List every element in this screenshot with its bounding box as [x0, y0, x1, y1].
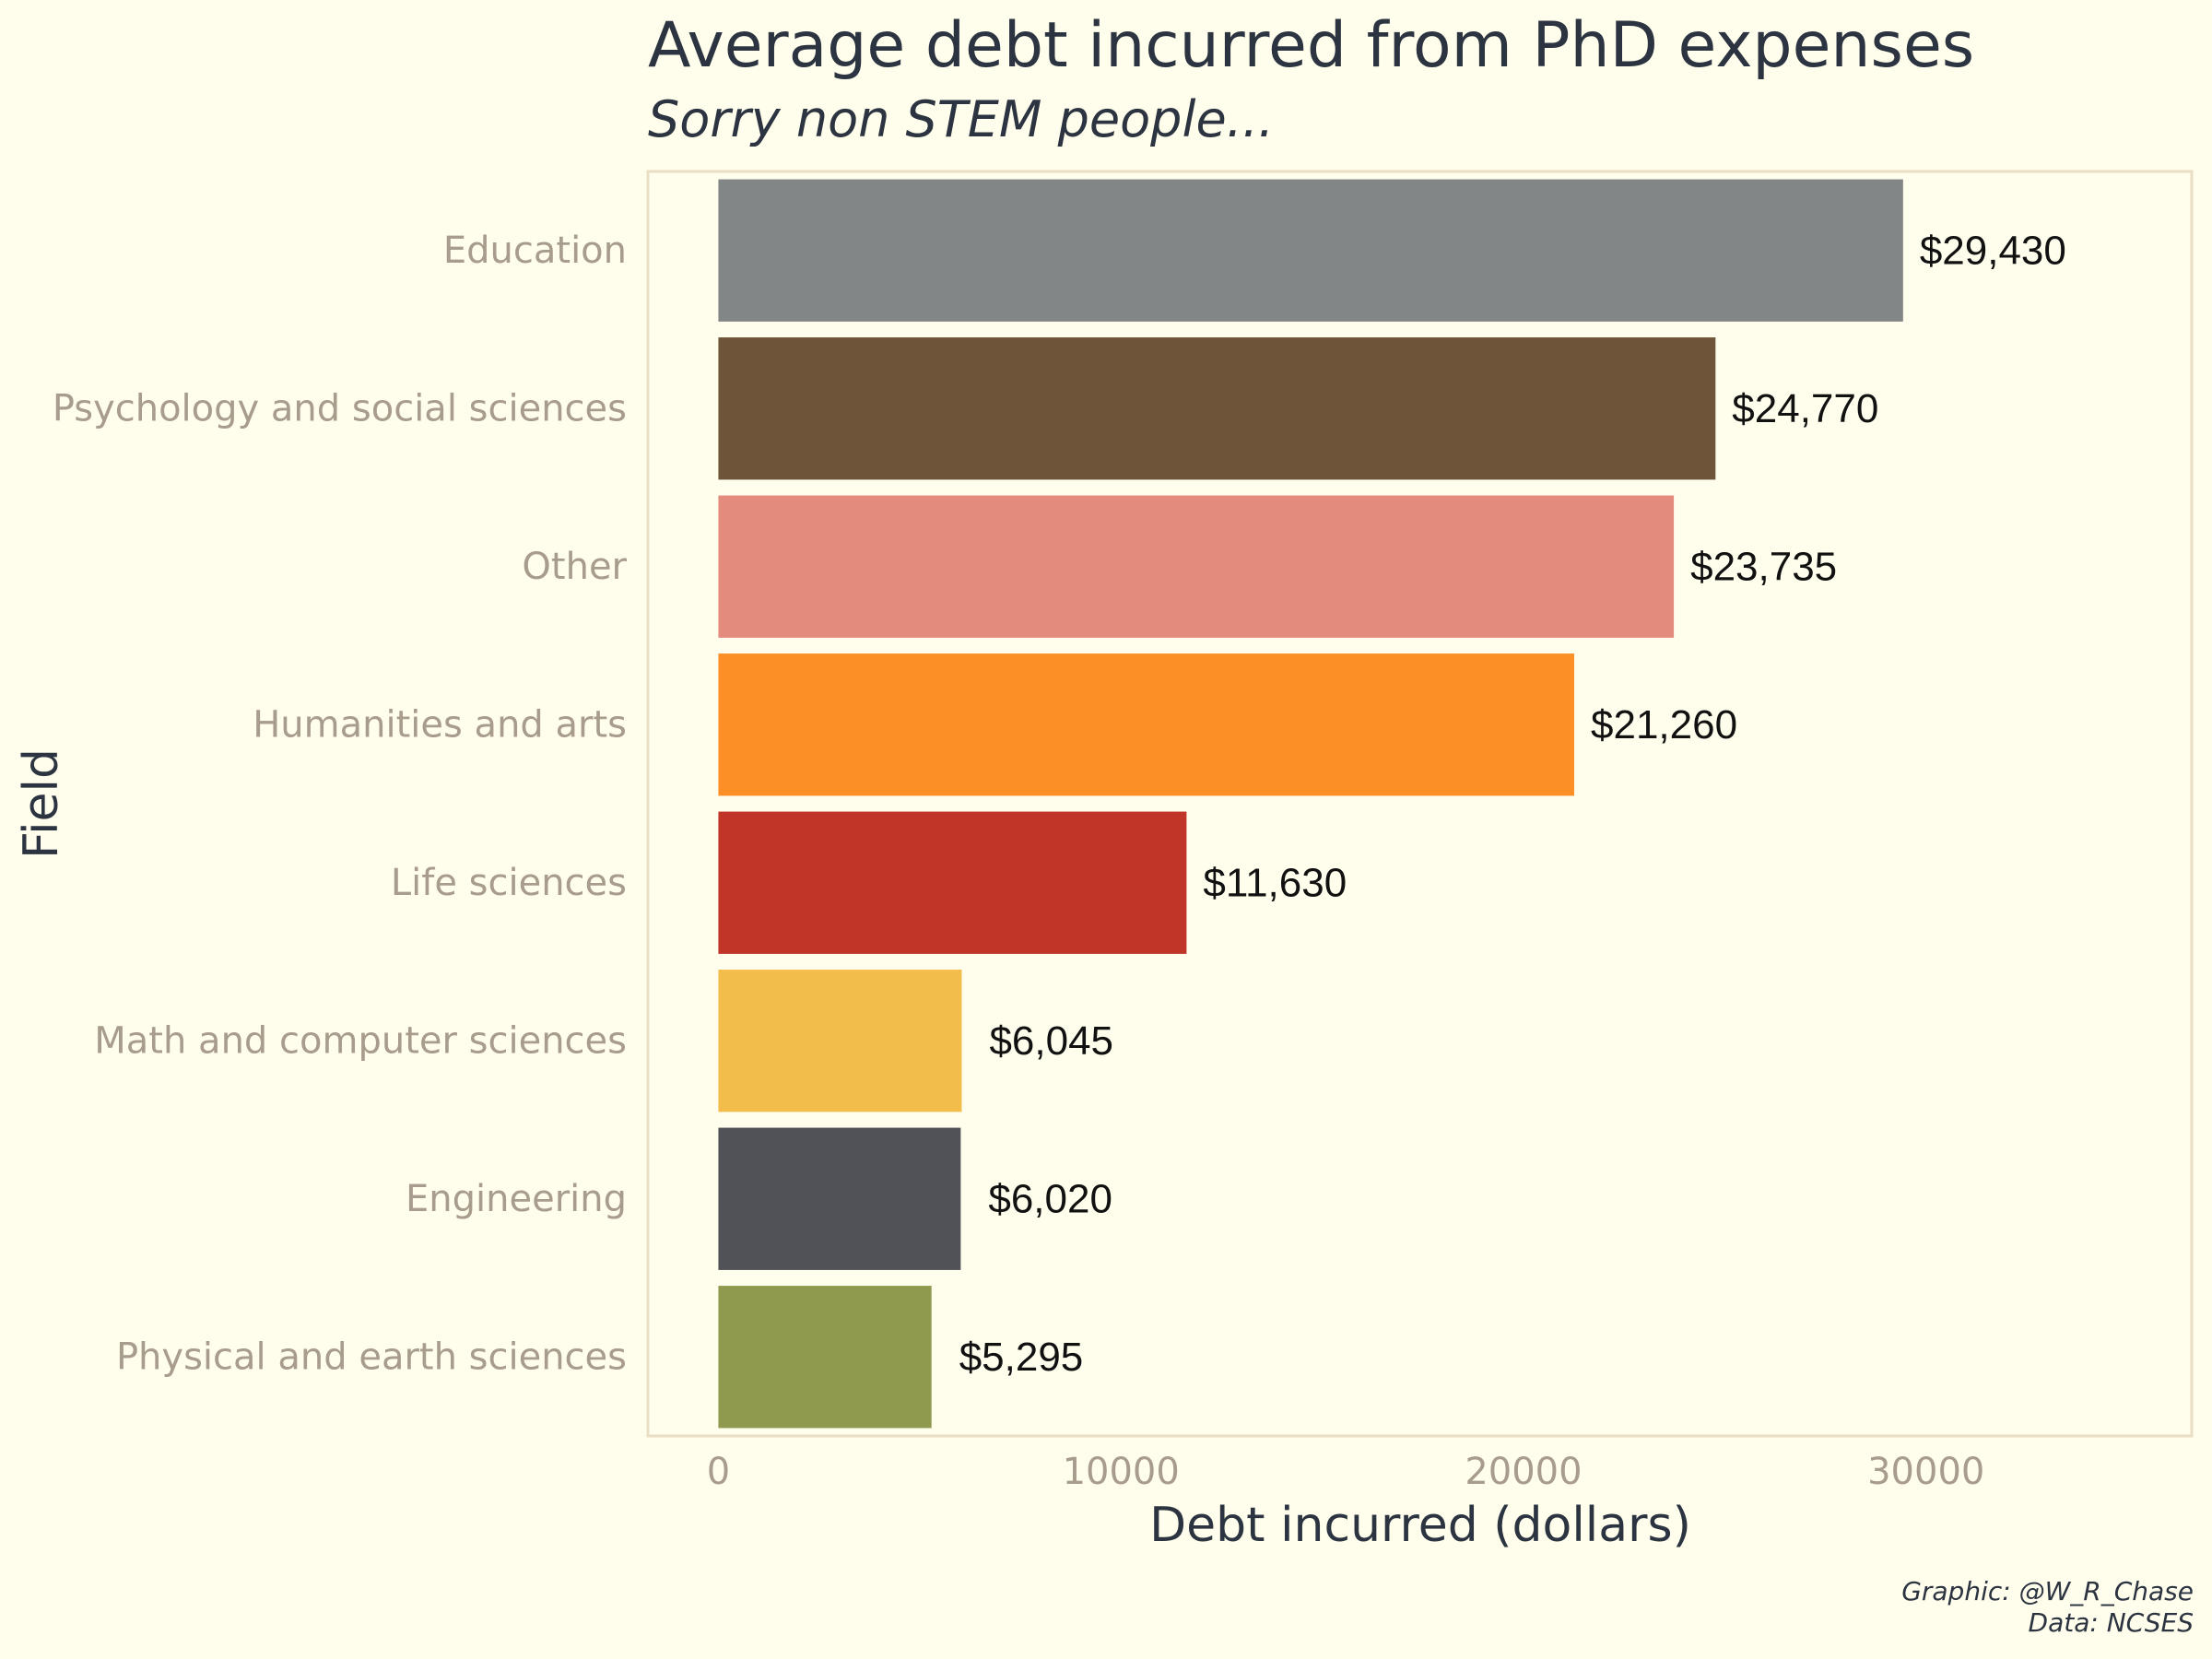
data-label: $6,045 — [989, 1018, 1113, 1064]
data-label: $21,260 — [1591, 702, 1737, 747]
data-label: $5,295 — [959, 1335, 1084, 1380]
bar — [718, 1286, 932, 1429]
bar — [718, 1127, 961, 1270]
category-label: Other — [522, 546, 627, 588]
category-label: Physical and earth sciences — [116, 1335, 627, 1378]
x-axis-ticks: 0 10000 20000 30000 — [707, 1451, 1985, 1493]
x-tick-label: 20000 — [1465, 1451, 1582, 1493]
data-label: $11,630 — [1203, 860, 1347, 905]
y-axis-title: Field — [14, 748, 69, 859]
bar — [718, 970, 962, 1112]
data-label: $6,020 — [988, 1176, 1112, 1221]
bars-group: Education $29,430 Psychology and social sc… — [53, 179, 2066, 1429]
caption-source: Data: NCSES — [2029, 1607, 2194, 1638]
bar — [718, 179, 1903, 322]
x-tick-label: 10000 — [1063, 1451, 1180, 1493]
bar — [718, 653, 1574, 796]
data-label: $29,430 — [1920, 228, 2066, 273]
plot-panel — [646, 170, 2194, 1438]
caption-credit: Graphic: @W_R_Chase — [1901, 1576, 2194, 1606]
category-label: Engineering — [406, 1178, 627, 1220]
category-label: Humanities and arts — [253, 703, 627, 746]
data-label: $24,770 — [1732, 386, 1878, 431]
chart-subtitle: Sorry non STEM people... — [648, 90, 1274, 148]
category-label: Education — [443, 229, 627, 272]
bar — [718, 811, 1187, 954]
x-tick-label: 0 — [707, 1451, 730, 1493]
chart-title: Average debt incurred from PhD expenses — [648, 9, 1974, 82]
data-label: $23,735 — [1690, 544, 1837, 589]
category-label: Psychology and social sciences — [53, 387, 627, 429]
x-tick-label: 30000 — [1867, 1451, 1984, 1493]
x-axis-title: Debt incurred (dollars) — [1149, 1498, 1691, 1553]
category-label: Math and computer sciences — [94, 1019, 627, 1062]
category-label: Life sciences — [391, 862, 627, 904]
bar — [718, 495, 1675, 638]
bar — [718, 337, 1716, 480]
